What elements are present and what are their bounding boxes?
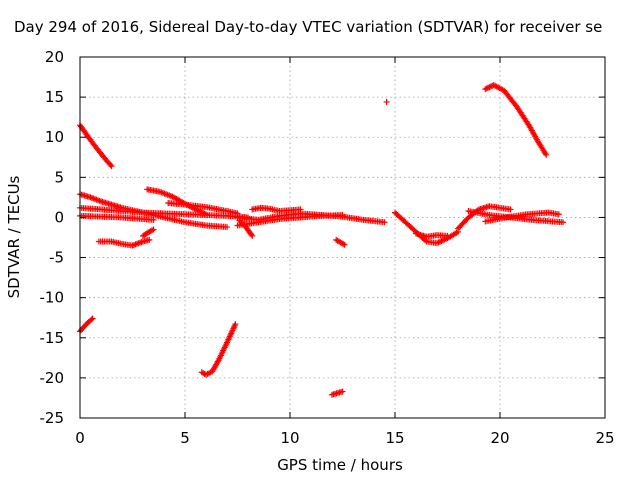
data-point (339, 212, 346, 219)
data-point (150, 226, 157, 233)
y-tick-label: -5 (49, 249, 64, 267)
y-tick-label: 10 (45, 128, 64, 146)
data-point (249, 232, 256, 239)
y-tick-label: -15 (40, 329, 65, 347)
data-point (560, 219, 566, 226)
grid-lines (80, 57, 605, 418)
data-point (444, 232, 451, 239)
series-arc-23 (482, 82, 550, 158)
y-tick-label: -10 (40, 289, 65, 307)
series-arc-18 (392, 209, 461, 247)
series-arc-17 (383, 98, 390, 105)
data-point (150, 216, 157, 223)
series-arc-22 (482, 209, 562, 225)
series-arc-15 (333, 236, 348, 248)
y-tick-label: -20 (40, 369, 65, 387)
data-point (507, 206, 514, 213)
series-arc-1 (77, 122, 115, 170)
y-axis-label: SDTVAR / TECUs (5, 175, 23, 298)
data-point (108, 163, 115, 170)
y-tick-label: 0 (54, 208, 64, 226)
data-point (543, 151, 550, 158)
x-tick-label: 5 (180, 429, 190, 447)
data-point (555, 211, 562, 218)
series-arc-5 (77, 212, 157, 223)
axis-ticks (79, 56, 606, 419)
data-point (88, 316, 95, 323)
y-tick-label: -25 (40, 409, 65, 427)
series-arc-19 (413, 230, 451, 240)
plot-frame (79, 56, 606, 419)
series-arc-7 (140, 226, 157, 239)
x-tick-label: 10 (280, 429, 299, 447)
x-tick-label: 25 (595, 429, 614, 447)
data-point (383, 98, 390, 105)
data-point (381, 219, 388, 226)
data-point (203, 211, 209, 218)
series-arc-13 (236, 217, 256, 239)
series-arc-10 (198, 321, 239, 378)
data-point (107, 161, 114, 168)
data-point (341, 241, 348, 248)
data-point (297, 206, 304, 213)
series-arc-16 (329, 388, 346, 398)
x-axis-label: GPS time / hours (277, 456, 403, 474)
series-arc-6 (95, 236, 153, 249)
data-point (248, 231, 255, 238)
data-point (89, 315, 96, 322)
data-point (232, 321, 239, 328)
y-tick-label: 20 (45, 48, 64, 66)
chart-title: Day 294 of 2016, Sidereal Day-to-day VTE… (14, 18, 602, 36)
data-point (339, 388, 346, 395)
series-arc-9 (165, 200, 241, 217)
y-tick-label: 15 (45, 88, 64, 106)
x-tick-label: 15 (385, 429, 404, 447)
series-arc-14 (249, 204, 304, 215)
data-point (224, 224, 230, 231)
data-series (77, 82, 566, 398)
y-tick-label: 5 (54, 168, 64, 186)
x-tick-label: 20 (490, 429, 509, 447)
data-point (146, 236, 153, 243)
x-tick-label: 0 (75, 429, 85, 447)
